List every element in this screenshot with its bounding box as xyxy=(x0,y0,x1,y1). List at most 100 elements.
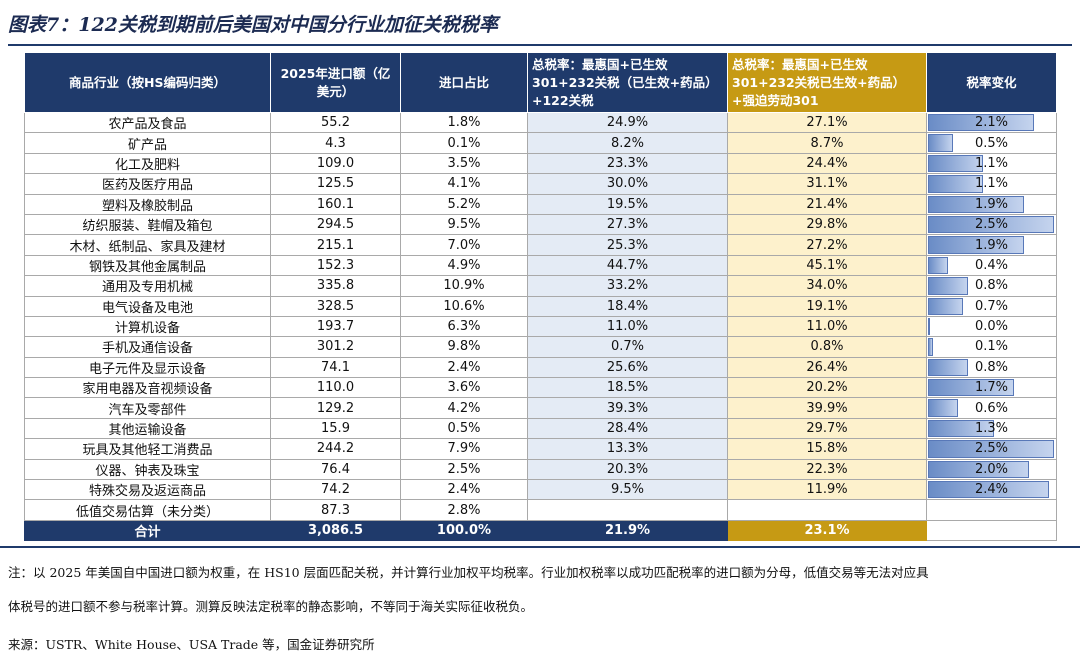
cell-change: 2.5% xyxy=(926,438,1057,460)
cell-import-value: 110.0 xyxy=(270,377,401,399)
cell-rate-base xyxy=(527,499,728,521)
table-row: 家用电器及音视频设备 110.0 3.6% 18.5% 20.2% 1.7% xyxy=(24,377,1057,399)
cell-import-share: 4.9% xyxy=(400,254,528,277)
cell-change: 0.7% xyxy=(926,295,1057,317)
cell-import-share: 9.5% xyxy=(400,213,528,236)
cell-import-share: 9.8% xyxy=(400,336,528,358)
cell-import-value: 301.2 xyxy=(270,336,401,358)
table-header-row: 商品行业（按HS编码归类） 2025年进口额（亿美元） 进口占比 总税率：最惠国… xyxy=(24,52,1057,113)
cell-import-value: 76.4 xyxy=(270,458,401,481)
header-import-value-text: 2025年进口额（亿美元） xyxy=(280,65,391,99)
change-value: 0.6% xyxy=(974,400,1009,416)
total-label: 合计 xyxy=(24,519,271,542)
change-bar xyxy=(928,358,969,377)
change-bar xyxy=(928,338,934,356)
header-change: 税率变化 xyxy=(926,52,1057,113)
cell-rate-base: 18.5% xyxy=(527,377,728,399)
cell-rate-base: 24.9% xyxy=(527,111,728,134)
cell-industry: 玩具及其他轻工消费品 xyxy=(24,438,271,460)
cell-import-share: 7.9% xyxy=(400,438,528,460)
cell-change: 2.4% xyxy=(926,479,1057,501)
cell-rate-new: 22.3% xyxy=(727,458,927,481)
table-row: 矿产品 4.3 0.1% 8.2% 8.7% 0.5% xyxy=(24,132,1057,154)
change-bar xyxy=(928,175,984,193)
change-bar xyxy=(928,236,1024,254)
change-value: 1.1% xyxy=(974,155,1009,171)
cell-rate-base: 30.0% xyxy=(527,173,728,195)
cell-import-share: 3.5% xyxy=(400,152,528,175)
cell-rate-base: 0.7% xyxy=(527,336,728,358)
change-bar xyxy=(928,317,930,336)
note-divider xyxy=(0,546,1080,548)
cell-import-share: 1.8% xyxy=(400,111,528,134)
change-bar xyxy=(928,297,964,315)
cell-change: 1.9% xyxy=(926,234,1057,256)
change-bar xyxy=(928,195,1024,213)
header-industry: 商品行业（按HS编码归类） xyxy=(24,52,271,113)
change-value: 1.9% xyxy=(974,196,1009,212)
cell-rate-base: 28.4% xyxy=(527,417,728,440)
cell-import-value: 87.3 xyxy=(270,499,401,521)
change-value: 0.4% xyxy=(974,257,1009,273)
header-import-value: 2025年进口额（亿美元） xyxy=(270,52,401,113)
cell-industry: 矿产品 xyxy=(24,132,271,154)
change-value: 1.3% xyxy=(974,421,1009,437)
change-value: 2.4% xyxy=(974,482,1009,498)
cell-rate-base: 27.3% xyxy=(527,213,728,236)
table-row: 钢铁及其他金属制品 152.3 4.9% 44.7% 45.1% 0.4% xyxy=(24,254,1057,277)
change-value: 2.0% xyxy=(974,461,1009,477)
cell-industry: 纺织服装、鞋帽及箱包 xyxy=(24,213,271,236)
cell-industry: 木材、纸制品、家具及建材 xyxy=(24,234,271,256)
table-row: 玩具及其他轻工消费品 244.2 7.9% 13.3% 15.8% 2.5% xyxy=(24,438,1057,460)
cell-change: 2.5% xyxy=(926,213,1057,236)
cell-industry: 汽车及零部件 xyxy=(24,397,271,419)
change-bar xyxy=(928,215,1054,234)
change-bar xyxy=(928,154,984,173)
change-value: 2.1% xyxy=(974,115,1009,131)
note-text-line-2: 体税号的进口额不参与税率计算。测算反映法定税率的静态影响，不等同于海关实际征收税… xyxy=(8,599,534,614)
note-text-line-1: 注：以 2025 年美国自中国进口额为权重，在 HS10 层面匹配关税，并计算行… xyxy=(8,565,929,580)
cell-import-value: 125.5 xyxy=(270,173,401,195)
cell-rate-base: 13.3% xyxy=(527,438,728,460)
cell-import-share: 2.4% xyxy=(400,356,528,379)
cell-industry: 仪器、钟表及珠宝 xyxy=(24,458,271,481)
cell-rate-base: 23.3% xyxy=(527,152,728,175)
cell-import-value: 294.5 xyxy=(270,213,401,236)
cell-industry: 其他运输设备 xyxy=(24,417,271,440)
cell-change: 1.1% xyxy=(926,152,1057,175)
cell-rate-new: 45.1% xyxy=(727,254,927,277)
total-import-value: 3,086.5 xyxy=(270,519,401,542)
cell-import-value: 4.3 xyxy=(270,132,401,154)
cell-import-value: 74.2 xyxy=(270,479,401,501)
change-bar xyxy=(928,481,1049,499)
change-bar xyxy=(928,419,994,438)
cell-import-value: 74.1 xyxy=(270,356,401,379)
header-rate-base: 总税率：最惠国+已生效301+232关税（已生效+药品）+122关税 xyxy=(527,52,728,113)
cell-rate-new: 29.7% xyxy=(727,417,927,440)
cell-import-share: 10.9% xyxy=(400,275,528,297)
cell-import-value: 109.0 xyxy=(270,152,401,175)
cell-change: 1.9% xyxy=(926,193,1057,215)
cell-change: 1.7% xyxy=(926,377,1057,399)
cell-industry: 电气设备及电池 xyxy=(24,295,271,317)
change-value: 0.5% xyxy=(974,135,1009,151)
change-value: 2.5% xyxy=(974,441,1009,457)
cell-change: 0.6% xyxy=(926,397,1057,419)
cell-rate-base: 25.6% xyxy=(527,356,728,379)
cell-industry: 通用及专用机械 xyxy=(24,275,271,297)
table-row: 手机及通信设备 301.2 9.8% 0.7% 0.8% 0.1% xyxy=(24,336,1057,358)
cell-import-share: 2.4% xyxy=(400,479,528,501)
table-row: 医药及医疗用品 125.5 4.1% 30.0% 31.1% 1.1% xyxy=(24,173,1057,195)
total-rate-base: 21.9% xyxy=(527,519,728,542)
cell-change xyxy=(926,499,1057,521)
cell-change: 0.8% xyxy=(926,356,1057,379)
tariff-table: 商品行业（按HS编码归类） 2025年进口额（亿美元） 进口占比 总税率：最惠国… xyxy=(24,52,1057,542)
cell-import-value: 129.2 xyxy=(270,397,401,419)
cell-rate-new: 11.0% xyxy=(727,315,927,338)
cell-rate-new: 34.0% xyxy=(727,275,927,297)
table-body: 农产品及食品 55.2 1.8% 24.9% 27.1% 2.1% 矿产品 4.3 0.1% 8.… xyxy=(24,111,1057,542)
cell-change: 2.1% xyxy=(926,111,1057,134)
change-value: 2.5% xyxy=(974,217,1009,233)
header-rate-new: 总税率：最惠国+已生效301+232关税已生效+药品）+强迫劳动301 xyxy=(727,52,927,113)
cell-industry: 钢铁及其他金属制品 xyxy=(24,254,271,277)
